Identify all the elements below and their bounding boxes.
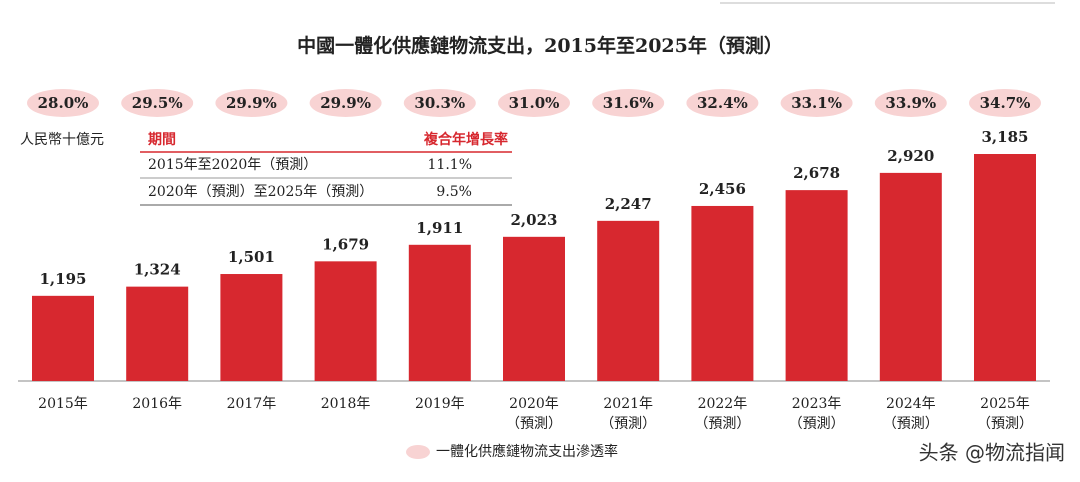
rate-oval bbox=[969, 89, 1041, 117]
chart-title: 中國一體化供應鏈物流支出，2015年至2025年（預測） bbox=[297, 34, 783, 57]
value-label: 2,456 bbox=[699, 180, 746, 198]
x-tick-label: 2023年 bbox=[792, 396, 842, 412]
rate-label: 28.0% bbox=[38, 94, 89, 112]
x-tick-label: 2018年 bbox=[321, 396, 371, 412]
value-label: 1,679 bbox=[322, 235, 369, 253]
rate-label: 32.4% bbox=[697, 94, 748, 112]
rate-oval bbox=[309, 89, 382, 117]
x-tick-label: 2020年 bbox=[509, 396, 559, 412]
value-label: 1,195 bbox=[40, 270, 87, 288]
rate-label: 33.9% bbox=[885, 94, 936, 112]
x-tick-label: 2016年 bbox=[132, 396, 182, 412]
rate-label: 30.3% bbox=[414, 94, 465, 112]
rate-oval bbox=[121, 89, 194, 117]
rate-label: 29.5% bbox=[132, 94, 183, 112]
value-label: 1,324 bbox=[134, 261, 181, 279]
rate-label: 31.0% bbox=[509, 94, 560, 112]
bar bbox=[314, 261, 377, 381]
bar bbox=[126, 286, 189, 381]
rate-oval bbox=[780, 89, 853, 117]
x-tick-label: 2025年 bbox=[980, 396, 1030, 412]
rate-oval bbox=[874, 89, 947, 117]
value-label: 2,920 bbox=[887, 147, 934, 165]
bar bbox=[691, 205, 754, 381]
x-tick-label: 2021年 bbox=[603, 396, 653, 412]
value-label: 1,911 bbox=[416, 219, 463, 237]
x-tick-label: 2015年 bbox=[38, 396, 88, 412]
bar bbox=[408, 244, 471, 381]
value-label: 3,185 bbox=[982, 128, 1029, 146]
table-cell: 11.1% bbox=[428, 157, 472, 173]
table-cell: 9.5% bbox=[436, 184, 472, 200]
rate-oval bbox=[686, 89, 759, 117]
legend-label: 一體化供應鏈物流支出滲透率 bbox=[436, 443, 618, 460]
watermark: 头条 @物流指闻 bbox=[919, 441, 1065, 465]
bar bbox=[597, 220, 660, 381]
bar bbox=[32, 295, 94, 381]
rate-oval bbox=[215, 89, 288, 117]
x-tick-label: （預測） bbox=[506, 416, 562, 432]
value-label: 2,247 bbox=[605, 195, 652, 213]
x-tick-label: （預測） bbox=[977, 416, 1033, 432]
value-label: 1,501 bbox=[228, 248, 275, 266]
bar bbox=[220, 274, 283, 381]
x-tick-label: （預測） bbox=[789, 416, 845, 432]
rate-label: 31.6% bbox=[603, 94, 654, 112]
bar bbox=[974, 154, 1036, 381]
unit-label: 人民幣十億元 bbox=[20, 132, 104, 148]
x-tick-label: 2017年 bbox=[227, 396, 277, 412]
bar bbox=[503, 236, 565, 381]
x-tick-label: （預測） bbox=[883, 416, 939, 432]
value-label: 2,023 bbox=[511, 211, 558, 229]
bar bbox=[879, 172, 942, 381]
rate-label: 34.7% bbox=[980, 94, 1031, 112]
rate-oval bbox=[498, 89, 570, 117]
rate-oval bbox=[403, 89, 476, 117]
rate-label: 33.1% bbox=[791, 94, 842, 112]
x-tick-label: （預測） bbox=[600, 416, 656, 432]
rate-label: 29.9% bbox=[320, 94, 371, 112]
rate-oval bbox=[592, 89, 665, 117]
x-tick-label: （預測） bbox=[694, 416, 750, 432]
x-tick-label: 2019年 bbox=[415, 396, 465, 412]
x-tick-label: 2024年 bbox=[886, 396, 936, 412]
legend-swatch bbox=[406, 445, 430, 459]
rate-oval bbox=[27, 89, 99, 117]
table-cell: 2020年（預測）至2025年（預測） bbox=[148, 184, 373, 200]
rate-label: 29.9% bbox=[226, 94, 277, 112]
bar bbox=[785, 190, 848, 381]
table-header: 期間 bbox=[148, 132, 176, 148]
value-label: 2,678 bbox=[793, 164, 840, 182]
table-header: 複合年增長率 bbox=[423, 131, 508, 148]
x-tick-label: 2022年 bbox=[698, 396, 748, 412]
table-cell: 2015年至2020年（預測） bbox=[148, 157, 317, 173]
